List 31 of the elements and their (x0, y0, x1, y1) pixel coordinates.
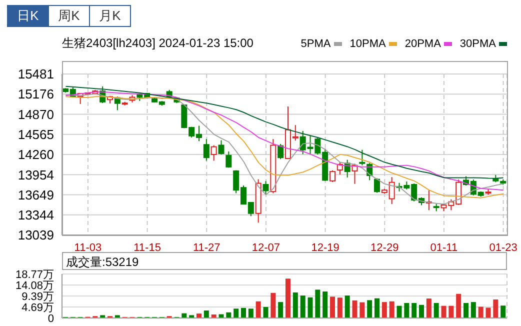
chart-title: 成交量:53219 (66, 254, 139, 271)
y-tick-label: 15176 (18, 86, 54, 102)
y-tick-label: 15481 (18, 66, 54, 82)
text: 周K (48, 6, 89, 26)
y-tick-label: 13954 (18, 167, 54, 182)
y-tick-label: 18.77万 (15, 268, 54, 281)
chart-title: 生猪2403[lh2403] 2024-01-23 15:00 (62, 35, 254, 52)
y-tick-label: 13039 (18, 228, 54, 243)
x-tick-label: 11-27 (192, 242, 220, 254)
y-tick-label: 9.39万 (22, 290, 54, 303)
text: 日K (8, 6, 48, 26)
legend-label: 30PMA (460, 38, 496, 50)
legend-label: 10PMA (350, 38, 386, 50)
x-tick-label: 12-29 (370, 242, 399, 254)
y-tick-label: 13649 (18, 187, 54, 202)
y-tick-label: 4.69万 (22, 302, 54, 314)
x-tick-label: 11-03 (74, 242, 102, 254)
x-tick-label: 11-15 (134, 242, 161, 254)
x-tick-label: 01-11 (430, 242, 458, 254)
y-tick-label: 14260 (18, 147, 54, 162)
y-tick-label: 0 (48, 312, 54, 325)
x-tick-label: 01-23 (489, 242, 518, 254)
legend-label: 5PMA (300, 38, 331, 50)
y-tick-label: 14870 (18, 106, 54, 122)
x-tick-label: 12-07 (252, 242, 280, 254)
y-tick-label: 14.08万 (15, 280, 54, 292)
y-tick-label: 14565 (18, 127, 54, 142)
text: 月K (89, 6, 130, 26)
legend-label: 20PMA (404, 38, 441, 50)
y-tick-label: 13344 (18, 208, 54, 223)
x-tick-label: 12-19 (311, 242, 340, 254)
